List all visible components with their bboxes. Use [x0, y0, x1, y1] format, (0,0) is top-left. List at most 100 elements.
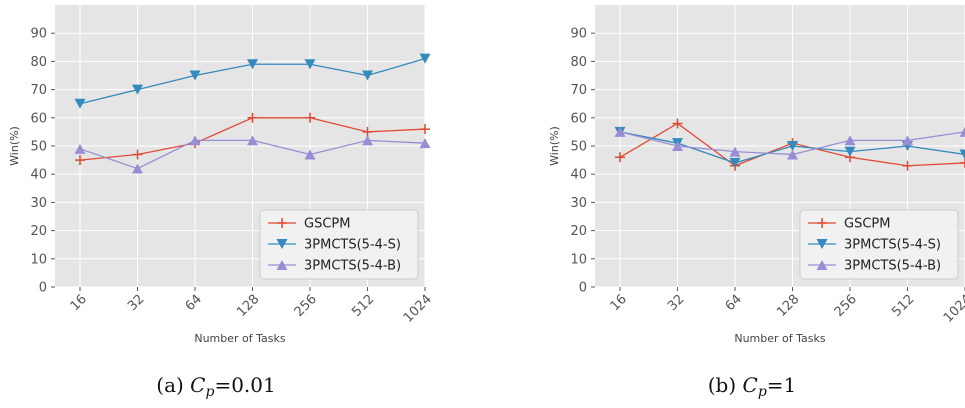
- data-point: [614, 126, 626, 137]
- caption-a-subscript: p: [205, 384, 214, 400]
- data-point: [959, 149, 965, 160]
- caption-a-prefix: (a): [156, 373, 190, 397]
- x-tick-label: 64: [723, 292, 745, 314]
- x-tick-label: 128: [234, 292, 262, 320]
- data-point: [74, 98, 86, 109]
- caption-a: (a) Cp=0.01: [156, 373, 275, 400]
- caption-b-subscript: p: [758, 384, 767, 400]
- y-tick-label: 30: [30, 196, 47, 211]
- data-point: [902, 160, 913, 171]
- legend-item: 3PMCTS(5-4-S): [268, 238, 401, 253]
- y-tick-label: 60: [570, 111, 587, 126]
- legend-label: GSCPM: [304, 217, 350, 232]
- data-point: [189, 135, 201, 146]
- x-tick-label: 16: [608, 292, 630, 314]
- legend: GSCPM 3PMCTS(5-4-S) 3PMCTS(5-4-B): [259, 209, 419, 280]
- data-point: [672, 118, 683, 129]
- legend-marker: [817, 218, 827, 228]
- data-point: [615, 152, 625, 163]
- x-axis-label: Number of Tasks: [734, 332, 826, 345]
- data-point: [247, 135, 258, 146]
- data-point: [132, 149, 143, 160]
- x-tick-label: 512: [349, 292, 377, 320]
- data-point: [304, 59, 316, 70]
- y-tick-label: 80: [30, 55, 47, 70]
- x-tick-label: 16: [68, 292, 90, 314]
- legend-marker: [276, 239, 288, 249]
- x-tick-label: 512: [889, 292, 917, 320]
- y-tick-label: 80: [570, 55, 587, 70]
- legend-label: 3PMCTS(5-4-S): [304, 238, 401, 253]
- data-point: [189, 70, 201, 81]
- x-tick-label: 64: [183, 292, 205, 314]
- legend-item: 3PMCTS(5-4-B): [268, 259, 401, 274]
- x-tick-label: 256: [832, 292, 860, 320]
- x-tick-label: 32: [665, 292, 687, 314]
- legend-label: 3PMCTS(5-4-B): [304, 259, 401, 274]
- x-axis-label: Number of Tasks: [194, 332, 286, 345]
- legend-marker: [816, 239, 828, 249]
- y-tick-label: 70: [30, 83, 47, 98]
- chart-panel-b: 0 10 20 30 40 50 60 70 80 90 16 32 64 128 256 512 1024 Nu…: [548, 5, 965, 345]
- data-point: [419, 53, 431, 64]
- caption-b-symbol: C: [743, 373, 758, 397]
- y-tick-label: 50: [30, 140, 47, 155]
- legend-item: GSCPM: [268, 217, 350, 232]
- data-point: [729, 146, 741, 157]
- caption-b-prefix: (b): [708, 373, 743, 397]
- data-point: [787, 149, 798, 160]
- legend-label: GSCPM: [844, 217, 890, 232]
- y-tick-label: 20: [30, 224, 47, 239]
- data-point: [74, 143, 86, 154]
- legend-item: 3PMCTS(5-4-S): [808, 238, 941, 253]
- y-tick-label: 0: [39, 281, 47, 296]
- data-point: [132, 84, 143, 95]
- caption-a-symbol: C: [190, 373, 205, 397]
- data-point: [672, 141, 683, 151]
- data-point: [902, 135, 913, 146]
- legend-item: GSCPM: [808, 217, 890, 232]
- data-point: [362, 135, 373, 146]
- data-point: [362, 126, 373, 137]
- y-tick-label: 0: [579, 281, 587, 296]
- x-tick-label: 32: [125, 292, 147, 314]
- legend: GSCPM 3PMCTS(5-4-S) 3PMCTS(5-4-B): [799, 209, 959, 280]
- y-tick-label: 50: [570, 140, 587, 155]
- y-tick-label: 10: [30, 252, 47, 267]
- data-point: [247, 112, 258, 123]
- data-point: [419, 138, 431, 149]
- legend-item: 3PMCTS(5-4-B): [808, 259, 941, 274]
- y-tick-label: 90: [570, 27, 587, 42]
- caption-b: (b) Cp=1: [708, 373, 797, 400]
- legend-marker: [277, 218, 287, 228]
- data-point: [304, 149, 316, 160]
- caption-b-suffix: =1: [767, 373, 796, 397]
- data-point: [960, 157, 965, 168]
- y-tick-label: 60: [30, 111, 47, 126]
- data-point: [729, 157, 741, 168]
- data-point: [787, 141, 798, 151]
- x-tick-label: 128: [774, 292, 802, 320]
- y-tick-label: 70: [570, 83, 587, 98]
- x-tick-label: 256: [292, 292, 320, 320]
- y-tick-label: 10: [570, 252, 587, 267]
- caption-a-suffix: =0.01: [214, 373, 275, 397]
- data-point: [959, 126, 965, 137]
- legend-box: [799, 209, 959, 280]
- y-axis-label: Win(%): [8, 126, 21, 166]
- data-point: [362, 70, 373, 81]
- y-tick-label: 90: [30, 27, 47, 42]
- x-tick-label: 1024: [401, 292, 435, 326]
- data-point: [420, 124, 430, 135]
- y-tick-label: 40: [570, 168, 587, 183]
- legend-box: [259, 209, 419, 280]
- data-point: [247, 59, 258, 70]
- legend-label: 3PMCTS(5-4-B): [844, 259, 941, 274]
- data-point: [844, 135, 856, 146]
- data-point: [305, 112, 315, 123]
- legend-label: 3PMCTS(5-4-S): [844, 238, 941, 253]
- x-tick-label: 1024: [941, 292, 965, 326]
- y-tick-label: 40: [30, 168, 47, 183]
- legend-marker: [276, 260, 288, 270]
